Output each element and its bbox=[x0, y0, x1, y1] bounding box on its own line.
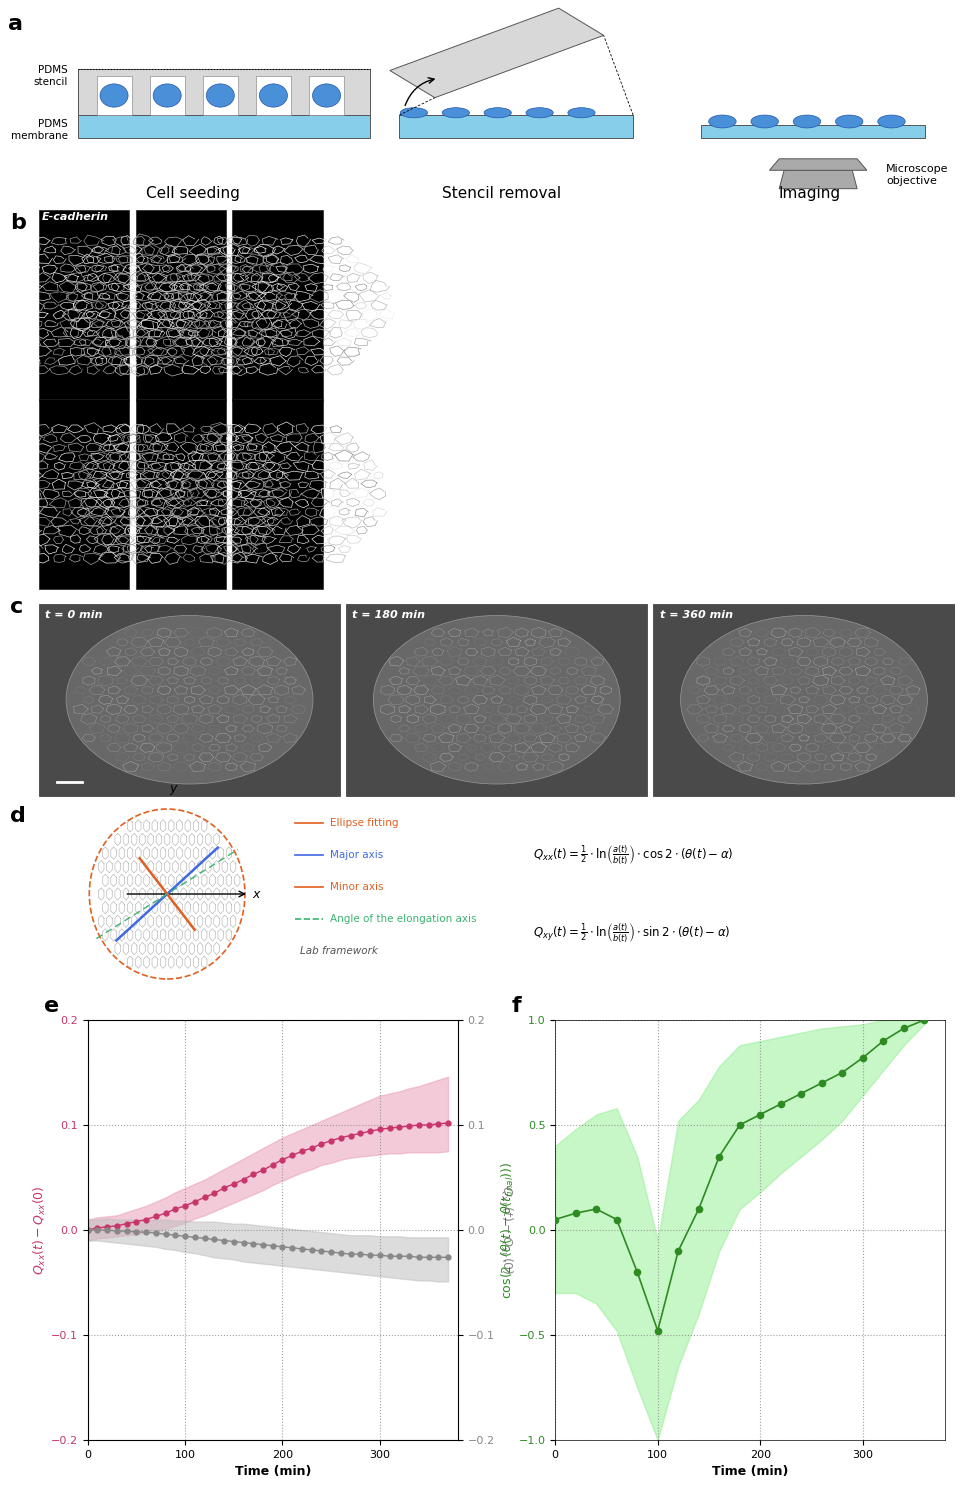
FancyBboxPatch shape bbox=[346, 604, 648, 795]
Ellipse shape bbox=[878, 116, 905, 128]
Text: x: x bbox=[252, 888, 260, 900]
Text: Stencil removal: Stencil removal bbox=[442, 186, 561, 201]
FancyBboxPatch shape bbox=[135, 210, 226, 400]
Ellipse shape bbox=[206, 84, 235, 106]
Polygon shape bbox=[779, 171, 857, 189]
Text: Ellipse fitting: Ellipse fitting bbox=[330, 818, 398, 828]
Ellipse shape bbox=[259, 84, 287, 106]
Text: Angle of the elongation axis: Angle of the elongation axis bbox=[330, 914, 476, 924]
FancyBboxPatch shape bbox=[39, 604, 340, 795]
Ellipse shape bbox=[836, 116, 863, 128]
Text: a: a bbox=[8, 13, 22, 34]
Polygon shape bbox=[390, 8, 604, 98]
Text: Minor axis: Minor axis bbox=[330, 882, 384, 892]
X-axis label: Time (min): Time (min) bbox=[235, 1466, 311, 1479]
X-axis label: Time (min): Time (min) bbox=[712, 1466, 788, 1479]
Polygon shape bbox=[769, 159, 867, 171]
FancyBboxPatch shape bbox=[309, 76, 344, 116]
Ellipse shape bbox=[373, 615, 620, 784]
FancyBboxPatch shape bbox=[232, 399, 322, 588]
Text: d: d bbox=[10, 806, 25, 825]
Text: Microscope
objective: Microscope objective bbox=[886, 164, 949, 186]
Text: t = 360 min: t = 360 min bbox=[659, 610, 732, 620]
Text: t = 180 min: t = 180 min bbox=[353, 610, 426, 620]
Ellipse shape bbox=[66, 615, 313, 784]
FancyBboxPatch shape bbox=[654, 604, 955, 795]
Text: b: b bbox=[10, 213, 25, 232]
Text: Cell seeding: Cell seeding bbox=[146, 186, 241, 201]
Ellipse shape bbox=[793, 116, 821, 128]
Ellipse shape bbox=[400, 108, 428, 118]
Ellipse shape bbox=[751, 116, 778, 128]
Text: e: e bbox=[44, 996, 59, 1016]
Text: t = 0 min: t = 0 min bbox=[45, 610, 102, 620]
Ellipse shape bbox=[526, 108, 553, 118]
Ellipse shape bbox=[709, 116, 736, 128]
FancyBboxPatch shape bbox=[78, 69, 370, 116]
Text: $Q_{xy}(t) = \frac{1}{2} \cdot \ln\!\left(\frac{a(t)}{b(t)}\right) \cdot \sin 2 : $Q_{xy}(t) = \frac{1}{2} \cdot \ln\!\lef… bbox=[534, 921, 730, 945]
Y-axis label: $Q_{xx}(t)-Q_{xx}(0)$: $Q_{xx}(t)-Q_{xx}(0)$ bbox=[32, 1185, 48, 1275]
Text: c: c bbox=[10, 597, 23, 616]
FancyBboxPatch shape bbox=[203, 76, 238, 116]
Ellipse shape bbox=[484, 108, 511, 118]
FancyBboxPatch shape bbox=[39, 399, 130, 588]
Text: E-cadherin: E-cadherin bbox=[42, 213, 109, 222]
Ellipse shape bbox=[681, 615, 927, 784]
Text: y: y bbox=[169, 782, 176, 795]
Text: f: f bbox=[511, 996, 521, 1016]
Text: Imaging: Imaging bbox=[779, 186, 842, 201]
FancyBboxPatch shape bbox=[39, 210, 130, 400]
Y-axis label: $Q_{xy}(t)-Q_{xy}(0)$: $Q_{xy}(t)-Q_{xy}(0)$ bbox=[496, 1185, 514, 1275]
Y-axis label: $\cos(2\cdot(\theta(t)-\theta(t_{final})))$: $\cos(2\cdot(\theta(t)-\theta(t_{final})… bbox=[500, 1161, 515, 1299]
Text: PDMS
membrane: PDMS membrane bbox=[11, 118, 68, 141]
FancyBboxPatch shape bbox=[78, 116, 370, 138]
FancyBboxPatch shape bbox=[701, 124, 925, 138]
Ellipse shape bbox=[442, 108, 469, 118]
FancyBboxPatch shape bbox=[399, 116, 633, 138]
Ellipse shape bbox=[568, 108, 595, 118]
Ellipse shape bbox=[153, 84, 181, 106]
Text: $Q_{xx}(t) = \frac{1}{2} \cdot \ln\!\left(\frac{a(t)}{b(t)}\right) \cdot \cos 2 : $Q_{xx}(t) = \frac{1}{2} \cdot \ln\!\lef… bbox=[534, 843, 733, 867]
FancyBboxPatch shape bbox=[96, 76, 131, 116]
Ellipse shape bbox=[313, 84, 341, 106]
FancyBboxPatch shape bbox=[135, 399, 226, 588]
FancyBboxPatch shape bbox=[232, 210, 322, 400]
Ellipse shape bbox=[100, 84, 128, 106]
FancyBboxPatch shape bbox=[150, 76, 185, 116]
Text: Lab framework: Lab framework bbox=[300, 945, 378, 956]
Text: Major axis: Major axis bbox=[330, 850, 384, 859]
Text: PDMS
stencil: PDMS stencil bbox=[34, 64, 68, 87]
FancyBboxPatch shape bbox=[256, 76, 291, 116]
